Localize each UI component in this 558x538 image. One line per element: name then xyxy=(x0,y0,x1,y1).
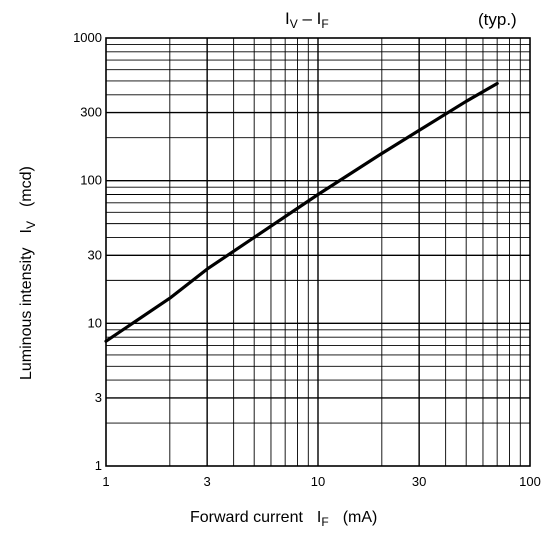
grid xyxy=(106,38,530,466)
x-tick-label: 100 xyxy=(519,474,541,489)
y-tick-label: 1 xyxy=(95,458,102,473)
y-tick-label: 3 xyxy=(95,390,102,405)
x-axis-unit: (mA) xyxy=(343,509,378,526)
y-tick-label: 300 xyxy=(80,105,102,120)
y-axis-symbol: I xyxy=(18,229,35,233)
tick-labels: 1 3 10 30 100 1 3 10 30 100 300 1000 xyxy=(73,30,541,489)
y-axis-title: Luminous intensity xyxy=(18,247,35,380)
series xyxy=(104,81,499,343)
plot-border xyxy=(105,37,531,467)
y-axis-symbol-sub: V xyxy=(24,221,38,229)
title-symbol: I xyxy=(285,9,290,28)
plot-frame xyxy=(105,37,531,467)
chart-title: IV – IF xyxy=(285,9,329,31)
x-tick-label: 1 xyxy=(102,474,109,489)
series-line xyxy=(104,81,499,343)
x-axis-title: Forward current xyxy=(190,509,303,526)
y-tick-label: 100 xyxy=(80,173,102,188)
x-tick-label: 10 xyxy=(311,474,325,489)
title-dash: – I xyxy=(298,9,322,28)
x-tick-label: 30 xyxy=(412,474,426,489)
y-tick-label: 1000 xyxy=(73,30,102,45)
typ-note: (typ.) xyxy=(478,10,517,29)
y-axis-unit: (mcd) xyxy=(18,166,35,207)
x-axis-label: Forward current IF (mA) xyxy=(190,509,377,529)
x-axis-symbol: I xyxy=(317,509,321,526)
y-tick-label: 10 xyxy=(88,315,102,330)
title-sub-f: F xyxy=(321,17,328,31)
x-axis-symbol-sub: F xyxy=(321,515,328,529)
title-sub-v: V xyxy=(290,17,298,31)
y-axis-label: Luminous intensity IV (mcd) xyxy=(18,166,38,380)
y-tick-label: 30 xyxy=(88,247,102,262)
x-tick-label: 3 xyxy=(204,474,211,489)
